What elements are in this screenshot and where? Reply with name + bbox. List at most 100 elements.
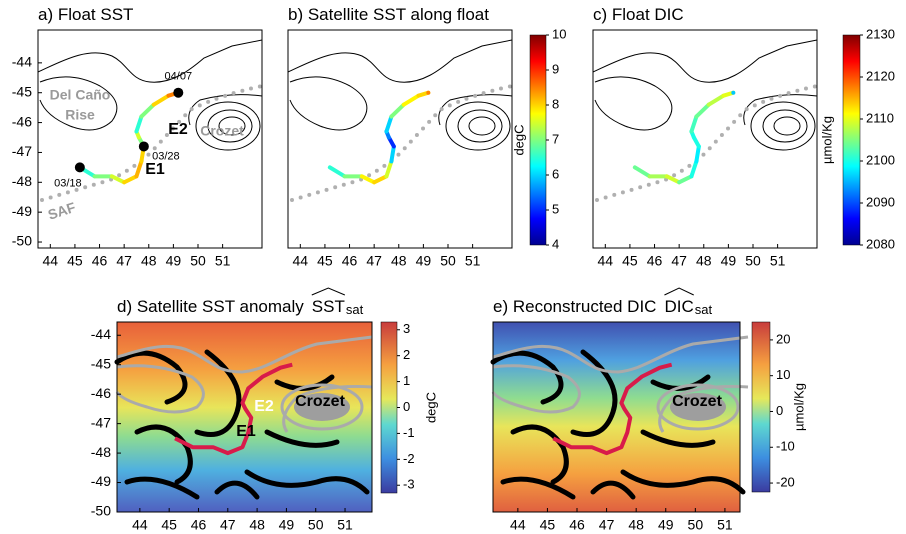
panel-title: a) Float SST [38,5,133,24]
title-sub: sat [346,302,364,317]
y-tick-label: -49 [91,473,111,489]
track-segment [122,174,139,185]
date-label: 03/18 [54,177,82,189]
title-sub: sat [695,302,713,317]
colorbar-tick-label: 10 [776,367,790,382]
track-segment [327,165,347,179]
colorbar-tick-label: 9 [552,61,559,76]
track-segment [359,174,377,185]
x-tick-label: 51 [717,517,733,533]
track-segment [384,114,394,134]
date-marker [173,87,184,98]
colorbar-tick-label: 2120 [866,68,895,83]
colorbar-tick-label: -10 [776,439,795,454]
x-tick-label: 48 [628,517,644,533]
x-tick-label: 50 [688,517,704,533]
title-math: DIC [664,297,693,316]
x-tick-label: 46 [191,517,207,533]
bathymetry [286,38,514,202]
panel-title: d) Satellite SST anomaly [117,297,304,316]
colorbar-tick-label: 2080 [866,236,895,251]
colorbar-tick-label: -1 [403,425,415,440]
track-segment [694,102,711,119]
colorbar-tick-label: 2130 [866,26,895,41]
track-line [552,362,673,456]
island [294,393,350,421]
x-tick-label: 44 [598,253,614,269]
y-tick-label: -46 [91,385,111,401]
track-segment [372,174,389,185]
x-tick-label: 45 [540,517,556,533]
track-point [731,90,736,95]
track-segment [689,159,699,179]
colorbar-tick-label: 5 [552,201,559,216]
y-tick-label: -50 [12,233,32,249]
track-segment [694,144,701,164]
x-tick-label: 49 [416,253,432,269]
x-tick-label: 50 [745,253,761,269]
track-segment [689,114,699,134]
colorbar-label: degC [423,392,438,423]
colorbar-tick-label: 2100 [866,152,895,167]
panel-title: b) Satellite SST along float [288,5,489,24]
x-tick-label: 44 [293,253,309,269]
colorbar-tick-label: 0 [403,399,410,414]
colorbar-tick-label: 4 [552,236,559,251]
annotation: Rise [65,107,95,123]
x-tick-label: 46 [569,517,585,533]
track-segment [151,93,171,107]
y-tick-label: -47 [12,143,32,159]
annotation: Crozet [200,123,244,139]
island [670,393,726,421]
title-hat [311,287,346,296]
annotation: E1 [236,423,256,440]
x-tick-label: 48 [141,253,157,269]
y-tick-label: -48 [12,173,32,189]
colorbar-tick-label: 8 [552,96,559,111]
colorbar [842,34,861,246]
track-segment [389,102,406,119]
colorbar-tick-label: 3 [403,321,410,336]
plot-frame [37,29,263,249]
y-tick-label: -44 [12,54,32,70]
x-tick-label: 49 [658,517,674,533]
track-segment [109,174,127,185]
colorbar-tick-label: 2110 [866,110,894,125]
y-tick-label: -47 [91,414,111,430]
x-tick-label: 44 [43,253,59,269]
annotation: E2 [254,398,274,415]
x-tick-label: 47 [599,517,615,533]
track-segment [677,174,694,185]
track-segment [389,144,396,164]
x-tick-label: 50 [308,517,324,533]
annotation: Del Caño [50,87,111,103]
x-tick-label: 47 [220,517,236,533]
annotation: SAF [46,199,78,223]
x-tick-label: 45 [622,253,638,269]
track-segment [134,114,144,134]
x-tick-label: 45 [67,253,83,269]
annotation: E2 [168,121,188,138]
colorbar-tick-label: 7 [552,131,559,146]
y-tick-label: -46 [12,113,32,129]
colorbar-tick-label: 10 [552,26,566,41]
x-tick-label: 49 [721,253,737,269]
x-tick-label: 50 [440,253,456,269]
track-segment [632,165,652,179]
y-tick-label: -45 [91,355,111,371]
bathymetry [591,38,819,202]
x-tick-label: 47 [366,253,382,269]
date-label: 03/28 [152,150,180,162]
x-tick-label: 46 [647,253,663,269]
x-tick-label: 45 [317,253,333,269]
x-tick-label: 48 [249,517,265,533]
track-segment [664,174,682,185]
track-segment [401,93,421,107]
x-tick-label: 50 [190,253,206,269]
x-tick-label: 44 [510,517,526,533]
x-tick-label: 48 [696,253,712,269]
colorbar-label: µmol/Kg [819,116,834,164]
colorbar-tick-label: -2 [403,451,415,466]
x-tick-label: 51 [770,253,786,269]
colorbar [751,321,771,493]
